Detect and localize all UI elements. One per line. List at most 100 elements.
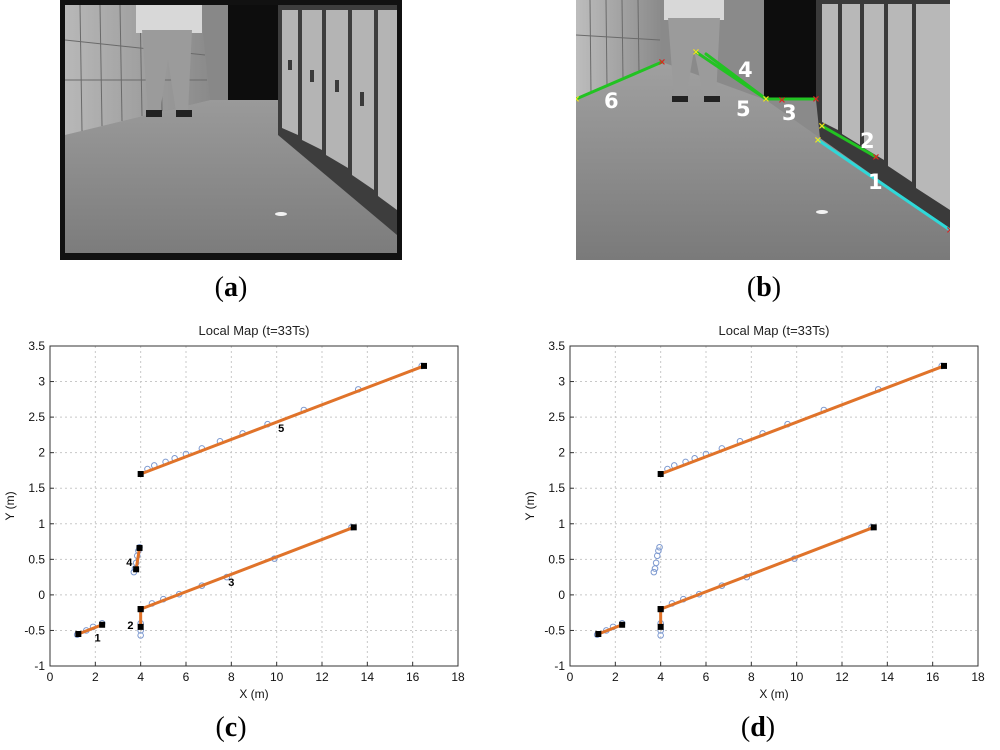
plot-d-segment-endpoint [657,623,664,630]
local-map-plot-d: Local Map (t=33Ts) 0 2 4 6 8 10 12 14 16 18 -1 -0.5 0… [520,318,1000,708]
plot-d-segment-endpoint [870,524,877,531]
floor-mark [275,212,287,216]
plot-d-segment-endpoint [657,606,664,613]
person-legs [668,18,720,98]
corridor-photo-b-svg: × × × × × × × × × × 1 2 3 4 5 6 [576,0,950,260]
plot-c-segment-endpoint [421,362,427,369]
plot-d-segment-endpoint [657,471,664,477]
segment-5-label: 5 [736,97,751,121]
svg-text:×: × [778,95,786,106]
segment-2-line [820,124,878,159]
person-legs [142,30,192,112]
plot-d-segment-4 [659,364,946,476]
plot-d-scan-point [650,568,658,576]
plot-c-xtick-label-7: 14 [361,670,375,684]
segment-6-line [576,60,664,101]
plot-c-segment-5 [139,364,426,476]
plot-c-xtick-label-1: 2 [92,670,99,684]
corridor-photo-a [60,0,402,260]
plot-d-xtick-label-4: 8 [748,670,755,684]
floor-mark [816,210,828,214]
plot-c-segment-endpoint [137,471,144,477]
svg-text:×: × [946,225,950,236]
plot-d-ytick-label-4: 1 [558,517,565,531]
local-map-plot-c-svg: Local Map (t=33Ts)0 2 4 6 8 10 12 14 16 18-1-0.50… [3,323,465,701]
floor [65,100,397,253]
plot-c-axes-box [49,345,459,667]
plot-d-scan-point [657,632,664,639]
plot-c-segment-endpoint [136,544,143,551]
plot-c-segment-label-2: 2 [127,620,133,632]
plot-c-segment-1 [76,623,104,636]
plot-d-xtick-label-2: 4 [657,670,664,684]
plot-d-xtick-label-5: 10 [790,670,804,684]
plot-d-scan-point [656,543,663,551]
svg-text:×: × [762,94,770,105]
plot-c-xtick-label-5: 10 [270,670,284,684]
plot-d-xtick-label-6: 12 [835,670,849,684]
plot-d-segment-1 [596,623,624,636]
plot-c-segment-3 [139,525,356,611]
person-shirt [664,0,724,20]
plot-d-ytick-label-3: 0.5 [548,552,565,566]
svg-text:×: × [658,57,666,68]
plot-c-ytick-label-5: 1.5 [28,481,45,495]
plot-d-ytick-label-7: 2.5 [548,410,565,424]
plot-d-xtick-label-8: 16 [926,670,940,684]
svg-text:×: × [812,94,820,105]
plot-c-ytick-label-9: 3.5 [28,339,45,353]
plot-d-axes-box [569,345,979,667]
plot-c-ytick-label-1: -0.5 [24,623,45,637]
plot-c-ytick-label-0: -1 [34,659,45,673]
plot-c-segment-4 [134,546,142,571]
plot-d-ytick-label-8: 3 [558,375,565,389]
segment-5-line [704,52,768,101]
segment-1-label: 1 [868,170,883,194]
plot-d-segment-endpoint [595,631,602,637]
segment-6-label: 6 [604,89,619,113]
plot-d-xlabel: X (m) [759,687,788,701]
plot-d-segment-endpoint [941,362,947,369]
svg-text:×: × [872,152,880,163]
caption-d: (d) [740,712,776,743]
person-shirt [136,5,202,33]
plot-c-segment-endpoint [75,631,82,637]
plot-c-ytick-label-2: 0 [38,588,45,602]
caption-c: (c) [215,712,247,743]
plot-d-scan-point [651,565,659,572]
plot-d-xtick-label-0: 0 [567,670,574,684]
plot-c-ytick-label-4: 1 [38,517,45,531]
plot-d-ytick-label-9: 3.5 [548,339,565,353]
dark-doorway [228,5,278,100]
plot-d-scan-point [655,547,662,555]
plot-d-xtick-label-1: 2 [612,670,619,684]
corridor-photo-a-svg [60,0,402,260]
dark-doorway [764,0,816,100]
svg-text:×: × [692,47,700,58]
plot-d-xtick-label-3: 6 [703,670,710,684]
local-map-plot-d-svg: Local Map (t=33Ts)0 2 4 6 8 10 12 14 16 18-1-0.50… [523,323,985,701]
plot-c-xlabel: X (m) [239,687,268,701]
plot-d-ytick-label-2: 0 [558,588,565,602]
segment-3-label: 3 [782,101,797,125]
plot-c-title: Local Map (t=33Ts) [199,323,310,338]
plot-c-segment-endpoint [99,621,106,628]
plot-d-segment-3 [659,525,876,611]
plot-d-ytick-label-0: -1 [554,659,565,673]
plot-c-segment-label-1: 1 [95,633,101,645]
segment-2-label: 2 [860,129,875,153]
segment-4-label: 4 [738,58,753,82]
plot-d-title: Local Map (t=33Ts) [719,323,830,338]
plot-d-segment-endpoint [619,621,626,628]
plot-c-segment-endpoint [133,566,140,573]
segment-1-line [816,138,950,232]
plot-c-xtick-label-6: 12 [315,670,329,684]
local-map-plot-c: Local Map (t=33Ts) 0 2 4 6 8 10 12 14 16 18 -1 -0.5 0… [0,318,480,708]
plot-c-segment-label-3: 3 [228,577,234,589]
plot-d-ytick-label-5: 1.5 [548,481,565,495]
caption-a: (a) [214,272,248,303]
plot-d-ytick-label-6: 2 [558,446,565,460]
plot-c-ylabel: Y (m) [3,491,17,520]
corridor-photo-b: × × × × × × × × × × 1 2 3 4 5 6 [576,0,950,260]
svg-text:×: × [814,135,822,146]
